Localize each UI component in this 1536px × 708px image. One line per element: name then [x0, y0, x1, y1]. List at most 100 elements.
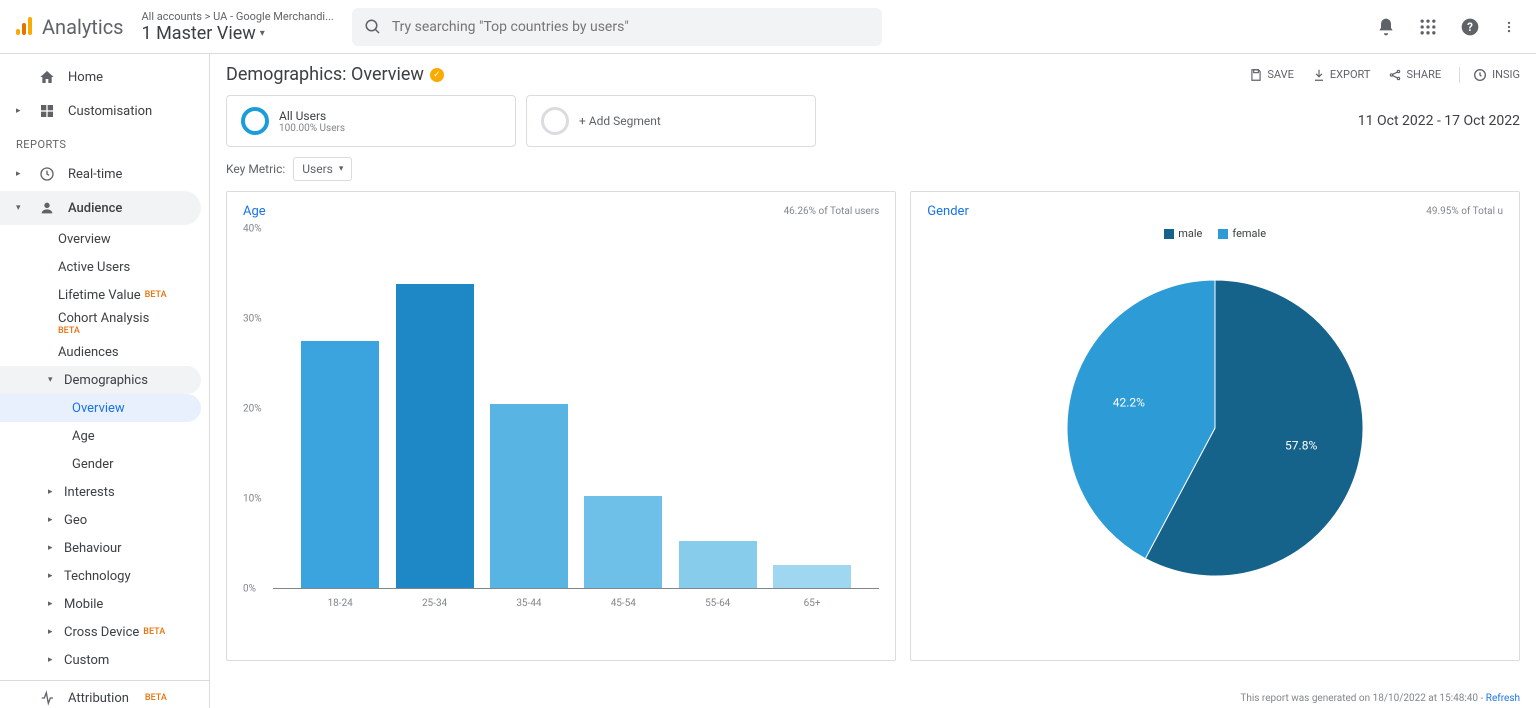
export-icon	[1312, 68, 1326, 82]
ga-logo[interactable]: Analytics	[12, 15, 124, 39]
search-input[interactable]	[392, 19, 870, 35]
legend-swatch-male	[1164, 229, 1174, 239]
insights-button[interactable]: INSIG	[1459, 67, 1520, 83]
attribution-label: Attribution	[68, 691, 129, 706]
share-button[interactable]: SHARE	[1388, 68, 1441, 82]
save-icon	[1249, 68, 1263, 82]
bar-65+[interactable]	[773, 565, 851, 588]
apps-icon[interactable]	[1418, 17, 1438, 37]
y-axis-label: 0%	[243, 584, 256, 595]
pie-label-0: 57.8%	[1285, 439, 1317, 453]
key-metric-row: Key Metric: Users ▾	[210, 157, 1536, 191]
report-footer: This report was generated on 18/10/2022 …	[1240, 693, 1520, 704]
beta-badge: BETA	[145, 290, 167, 300]
save-button[interactable]: SAVE	[1249, 68, 1294, 82]
search-box[interactable]	[352, 8, 882, 46]
property-breadcrumb: All accounts > UA - Google Merchandi...	[142, 10, 334, 23]
sidebar-sub-demographics[interactable]: ▾Demographics	[0, 366, 201, 394]
help-icon[interactable]: ?	[1460, 17, 1480, 37]
y-axis-label: 10%	[243, 494, 262, 505]
refresh-link[interactable]: Refresh	[1486, 693, 1520, 704]
verified-badge-icon: ✓	[430, 68, 444, 82]
view-label: 1 Master View	[142, 23, 256, 44]
sidebar-sub2-gender[interactable]: Gender	[0, 450, 201, 478]
gender-chart-subtitle: 49.95% of Total u	[1426, 206, 1503, 217]
bar-25-34[interactable]	[396, 284, 474, 588]
sidebar-sub-overview[interactable]: Overview	[0, 225, 201, 253]
realtime-label: Real-time	[68, 167, 122, 182]
charts-area: Age 46.26% of Total users 0%10%20%30%40%…	[210, 191, 1536, 661]
audience-label: Audience	[68, 201, 122, 216]
caret-icon: ▸	[16, 169, 26, 179]
page-actions: SAVE EXPORT SHARE INSIG	[1249, 67, 1520, 83]
bar-18-24[interactable]	[301, 341, 379, 589]
sidebar-sub-audiences[interactable]: Audiences	[0, 338, 201, 366]
sidebar-sub-cohort[interactable]: Cohort AnalysisBETA	[0, 309, 201, 338]
sidebar-sub-custom[interactable]: ▸Custom	[0, 646, 201, 674]
sidebar-item-attribution[interactable]: Attribution BETA	[0, 681, 201, 708]
age-bar-chart: 0%10%20%30%40%18-2425-3435-4445-5455-646…	[273, 229, 879, 609]
chevron-down-icon: ▾	[339, 164, 344, 174]
legend-male[interactable]: male	[1164, 227, 1202, 240]
caret-icon: ▸	[48, 627, 53, 637]
home-icon	[38, 68, 56, 86]
sidebar-item-audience[interactable]: ▾ Audience	[0, 191, 201, 225]
segment-row: All Users 100.00% Users + Add Segment 11…	[210, 95, 1536, 157]
sidebar: Home ▸ Customisation REPORTS ▸ Real-time…	[0, 54, 210, 708]
bar-55-64[interactable]	[679, 541, 757, 588]
bar-35-44[interactable]	[490, 404, 568, 589]
sidebar-item-home[interactable]: Home	[0, 60, 201, 94]
segment-all-users[interactable]: All Users 100.00% Users	[226, 95, 516, 147]
sidebar-sub-geo[interactable]: ▸Geo	[0, 506, 201, 534]
top-icons: ?	[1376, 17, 1524, 37]
gender-chart-card: Gender 49.95% of Total u male female 57.…	[910, 191, 1520, 661]
property-view-name: 1 Master View ▾	[142, 23, 334, 44]
date-range-picker[interactable]: 11 Oct 2022 - 17 Oct 2022	[1358, 113, 1520, 129]
insights-icon	[1472, 67, 1488, 83]
sidebar-sub-behaviour[interactable]: ▸Behaviour	[0, 534, 201, 562]
beta-badge: BETA	[145, 693, 167, 703]
sidebar-item-customisation[interactable]: ▸ Customisation	[0, 94, 201, 128]
more-vert-icon[interactable]	[1502, 17, 1516, 37]
export-button[interactable]: EXPORT	[1312, 68, 1371, 82]
sidebar-sub2-overview[interactable]: Overview	[0, 394, 201, 422]
legend-female[interactable]: female	[1218, 227, 1266, 240]
sidebar-sub-cross-device[interactable]: ▸Cross DeviceBETA	[0, 618, 201, 646]
age-chart-title[interactable]: Age	[243, 204, 266, 219]
property-selector[interactable]: All accounts > UA - Google Merchandi... …	[142, 10, 334, 44]
bar-45-54[interactable]	[584, 496, 662, 588]
legend-swatch-female	[1218, 229, 1228, 239]
customisation-icon	[38, 102, 56, 120]
age-chart-card: Age 46.26% of Total users 0%10%20%30%40%…	[226, 191, 896, 661]
key-metric-select[interactable]: Users ▾	[293, 157, 352, 181]
x-axis-label: 25-34	[396, 598, 474, 609]
sidebar-sub-interests[interactable]: ▸Interests	[0, 478, 201, 506]
add-segment-button[interactable]: + Add Segment	[526, 95, 816, 147]
caret-icon: ▸	[48, 599, 53, 609]
sidebar-sub-lifetime-value[interactable]: Lifetime ValueBETA	[0, 281, 201, 309]
add-segment-label: + Add Segment	[579, 114, 661, 128]
gender-chart-title[interactable]: Gender	[927, 204, 969, 219]
segment-circle-icon	[241, 107, 269, 135]
clock-icon	[38, 165, 56, 183]
sidebar-item-realtime[interactable]: ▸ Real-time	[0, 157, 201, 191]
customisation-label: Customisation	[68, 104, 152, 119]
x-axis-label: 18-24	[301, 598, 379, 609]
page-header: Demographics: Overview ✓ SAVE EXPORT SHA…	[210, 54, 1536, 95]
bell-icon[interactable]	[1376, 17, 1396, 37]
attribution-icon	[38, 689, 56, 707]
x-axis-label: 65+	[773, 598, 851, 609]
segment-empty-circle-icon	[541, 107, 569, 135]
sidebar-sub-active-users[interactable]: Active Users	[0, 253, 201, 281]
caret-icon: ▸	[48, 655, 53, 665]
sidebar-sub-technology[interactable]: ▸Technology	[0, 562, 201, 590]
analytics-logo-icon	[12, 15, 36, 39]
y-axis-label: 30%	[243, 314, 262, 325]
sidebar-sub2-age[interactable]: Age	[0, 422, 201, 450]
share-icon	[1388, 68, 1402, 82]
sidebar-sub-mobile[interactable]: ▸Mobile	[0, 590, 201, 618]
caret-icon: ▸	[48, 543, 53, 553]
product-name: Analytics	[42, 15, 124, 39]
beta-badge: BETA	[58, 326, 80, 336]
caret-down-icon: ▾	[16, 203, 26, 213]
